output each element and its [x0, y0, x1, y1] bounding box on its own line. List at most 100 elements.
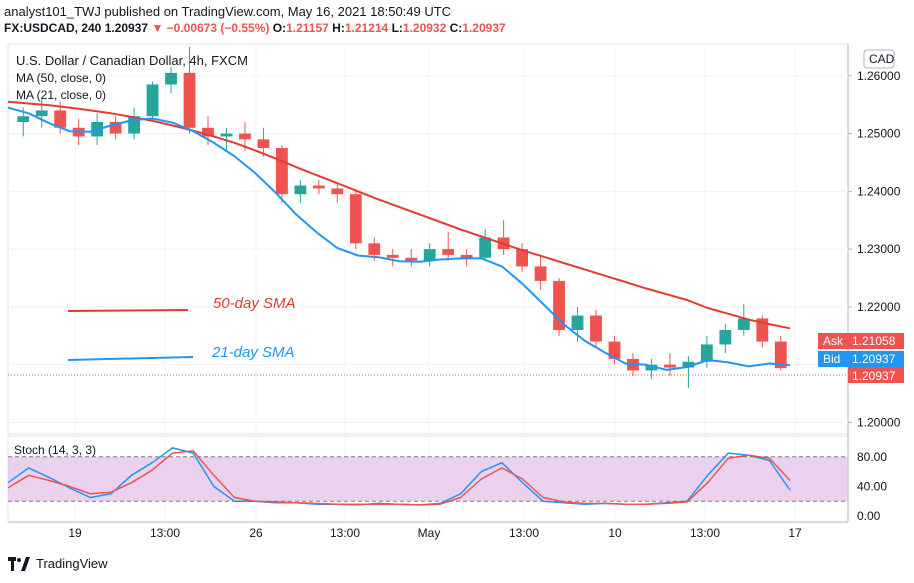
x-tick-label: 26 — [249, 526, 263, 540]
candle-body — [183, 72, 196, 128]
ask-price: 1.21058 — [852, 334, 896, 348]
currency-badge-label: CAD — [869, 52, 895, 66]
bid-price: 1.20937 — [852, 352, 896, 366]
x-tick-label: 10 — [608, 526, 622, 540]
grid — [8, 44, 848, 522]
ma21-line — [7, 106, 791, 371]
y-tick-label: 1.26000 — [857, 69, 901, 83]
candle-body — [294, 185, 307, 195]
x-tick-label: May — [418, 526, 441, 540]
candle-body — [553, 280, 565, 330]
candle-body — [17, 116, 30, 122]
x-tick-label: 13:00 — [509, 526, 539, 540]
stoch-tick-label: 40.00 — [857, 479, 887, 493]
symbol: FX:USDCAD, 240 — [4, 21, 102, 35]
publish-line: analyst101_TWJ published on TradingView.… — [4, 4, 452, 19]
candle-body — [442, 249, 455, 255]
x-tick-label: 13:00 — [150, 526, 180, 540]
candle-body — [516, 249, 529, 267]
y-tick-label: 1.24000 — [857, 184, 901, 198]
currency-badge[interactable] — [863, 49, 895, 69]
low-label: L: — [391, 21, 403, 35]
ask-tag — [818, 333, 904, 349]
bid-label: Bid — [823, 352, 840, 366]
candle-body — [571, 315, 584, 330]
candle-body — [405, 257, 418, 261]
candle-body — [54, 110, 67, 128]
high-label: H: — [332, 21, 345, 35]
candle-body — [590, 315, 602, 342]
candle-body — [312, 185, 325, 189]
tradingview-logo-icon — [8, 556, 30, 571]
stoch-legend: Stoch (14, 3, 3) — [14, 443, 96, 457]
candle-body — [479, 237, 492, 258]
candle-body — [368, 243, 381, 255]
last-price-tag-label: 1.20937 — [852, 369, 896, 383]
low-value: 1.20932 — [402, 21, 447, 35]
candle-body — [386, 254, 399, 258]
last-price: 1.20937 — [104, 21, 149, 35]
candle-body — [331, 188, 344, 195]
sma50-annotation-line — [67, 309, 189, 312]
candle-body — [128, 116, 141, 134]
symbol-ohlc-line: FX:USDCAD, 240 1.20937 ▼ −0.00673 (−0.55… — [4, 21, 506, 35]
x-tick-label: 13:00 — [690, 526, 720, 540]
chart-title: U.S. Dollar / Canadian Dollar, 4h, FXCM — [16, 53, 248, 68]
y-tick-label: 1.23000 — [857, 242, 901, 256]
stoch-band — [8, 456, 848, 502]
candle-body — [349, 194, 362, 244]
candle-body — [146, 84, 159, 117]
stoch-overbought-oversold-band — [8, 456, 848, 502]
bid-tag — [818, 351, 904, 367]
candle-body — [645, 364, 658, 371]
high-value: 1.21214 — [344, 21, 389, 35]
candle-body — [719, 330, 732, 345]
change-value: ▼ −0.00673 (−0.55%) — [151, 21, 270, 35]
stoch-ticks: 80.00 40.00 0.00 — [857, 450, 887, 523]
x-ticks: 19 13:00 26 13:00 May 13:00 10 13:00 17 — [68, 526, 802, 540]
last-price-tag — [848, 367, 904, 383]
sma21-annotation: 21-day SMA — [211, 344, 295, 361]
stoch-tick-label: 0.00 — [857, 509, 881, 523]
moving-averages — [7, 100, 791, 371]
candle-body — [774, 341, 787, 369]
candle-body — [239, 133, 251, 140]
stoch-d-line — [7, 450, 791, 506]
candle-body — [682, 361, 695, 368]
brand-name[interactable]: TradingView — [36, 556, 108, 571]
x-tick-label: 19 — [68, 526, 82, 540]
ma50-line — [7, 100, 791, 330]
sma50-annotation: 50-day SMA — [213, 295, 296, 312]
close-value: 1.20937 — [462, 21, 506, 35]
y-tick-label: 1.25000 — [857, 127, 901, 141]
ma21-legend: MA (21, close, 0) — [16, 88, 106, 102]
candle-body — [737, 318, 750, 330]
candle-body — [165, 72, 177, 85]
x-tick-label: 17 — [788, 526, 802, 540]
candle-body — [257, 139, 270, 148]
sma21-annotation-line — [67, 356, 194, 361]
close-label: C: — [449, 21, 463, 35]
candle-body — [220, 133, 233, 137]
y-tick-label: 1.22000 — [857, 300, 901, 314]
open-label: O: — [272, 21, 287, 35]
stoch-tick-label: 80.00 — [857, 450, 887, 464]
candle-body — [423, 249, 436, 261]
candle-body — [534, 266, 547, 281]
candle-body — [663, 364, 676, 368]
candle-body — [608, 341, 621, 359]
ma50-legend: MA (50, close, 0) — [16, 71, 106, 85]
candle-body — [460, 254, 473, 258]
y-tick-label: 1.20000 — [857, 415, 901, 429]
ask-label: Ask — [823, 334, 844, 348]
candle-body — [700, 344, 713, 362]
footer: TradingView — [8, 556, 108, 571]
open-value: 1.21157 — [286, 21, 329, 35]
x-tick-label: 13:00 — [330, 526, 360, 540]
candle-body — [35, 110, 48, 117]
candle-body — [109, 122, 122, 134]
stoch-lines — [7, 447, 791, 506]
candle-body — [275, 148, 288, 195]
candle-body — [202, 127, 214, 137]
